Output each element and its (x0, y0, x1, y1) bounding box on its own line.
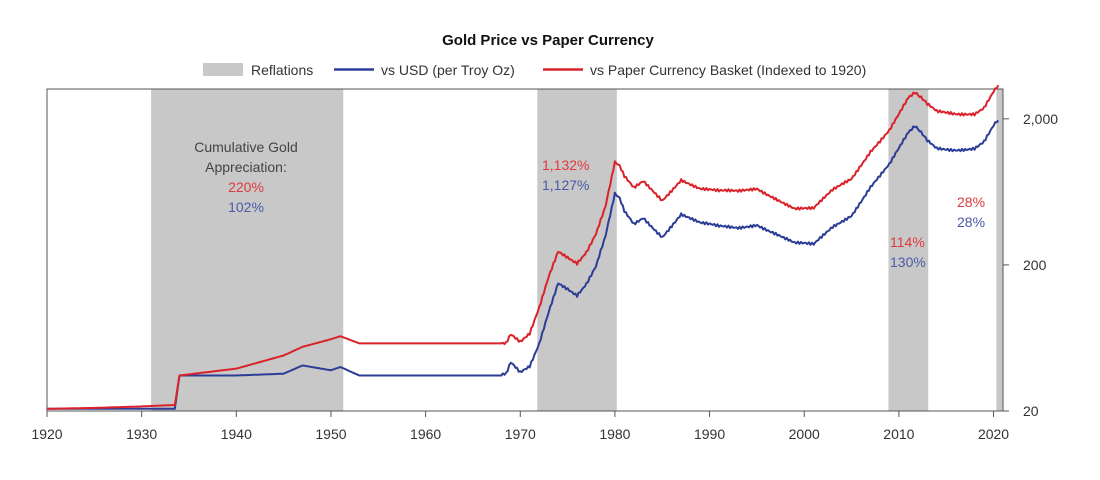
chart-title: Gold Price vs Paper Currency (442, 32, 654, 49)
annotation-appreciation: Appreciation: (205, 159, 287, 175)
annotation-1930s-basket: 220% (228, 179, 264, 195)
y-tick-label: 20 (1023, 403, 1039, 419)
annotation-cumulative-gold: Cumulative Gold (194, 139, 298, 155)
y-axis: 20 200 2,000 (1003, 111, 1058, 419)
legend-label-usd: vs USD (per Troy Oz) (381, 62, 515, 78)
x-tick-label: 2000 (789, 426, 820, 442)
series-line-basket (47, 84, 1000, 410)
reflation-bands (151, 89, 1003, 411)
legend-label-reflations: Reflations (251, 62, 313, 78)
x-tick-label: 1960 (410, 426, 441, 442)
x-tick-label: 1930 (126, 426, 157, 442)
annotation-1930s-usd: 102% (228, 199, 264, 215)
x-tick-label: 1940 (221, 426, 252, 442)
legend-label-basket: vs Paper Currency Basket (Indexed to 192… (590, 62, 866, 78)
reflation-band (996, 89, 1003, 411)
annotation-2020-usd: 28% (957, 214, 985, 230)
annotation-2020-basket: 28% (957, 194, 985, 210)
y-tick-label: 2,000 (1023, 111, 1058, 127)
x-tick-label: 2020 (978, 426, 1009, 442)
plot-frame (46, 88, 1004, 412)
annotations: Cumulative Gold Appreciation: 220% 102% … (194, 139, 985, 270)
series-group (47, 84, 1000, 410)
x-tick-label: 1970 (505, 426, 536, 442)
reflation-band (151, 89, 344, 411)
reflation-band (537, 89, 617, 411)
annotation-1970s-basket: 1,132% (542, 157, 589, 173)
reflation-band (888, 89, 929, 411)
x-tick-label: 1990 (694, 426, 725, 442)
x-tick-label: 1980 (599, 426, 630, 442)
x-tick-label: 1950 (315, 426, 346, 442)
annotation-2008-usd: 130% (890, 254, 926, 270)
series-line-usd (47, 119, 1000, 410)
x-tick-label: 1920 (31, 426, 62, 442)
y-tick-label: 200 (1023, 257, 1047, 273)
legend: Reflations vs USD (per Troy Oz) vs Paper… (203, 62, 866, 78)
annotation-2008-basket: 114% (890, 234, 925, 250)
x-tick-label: 2010 (883, 426, 914, 442)
legend-swatch-reflations (203, 63, 243, 76)
x-axis: 1920 1930 1940 1950 1960 1970 1980 1990 2000 2010… (31, 411, 1009, 442)
annotation-1970s-usd: 1,127% (542, 177, 589, 193)
